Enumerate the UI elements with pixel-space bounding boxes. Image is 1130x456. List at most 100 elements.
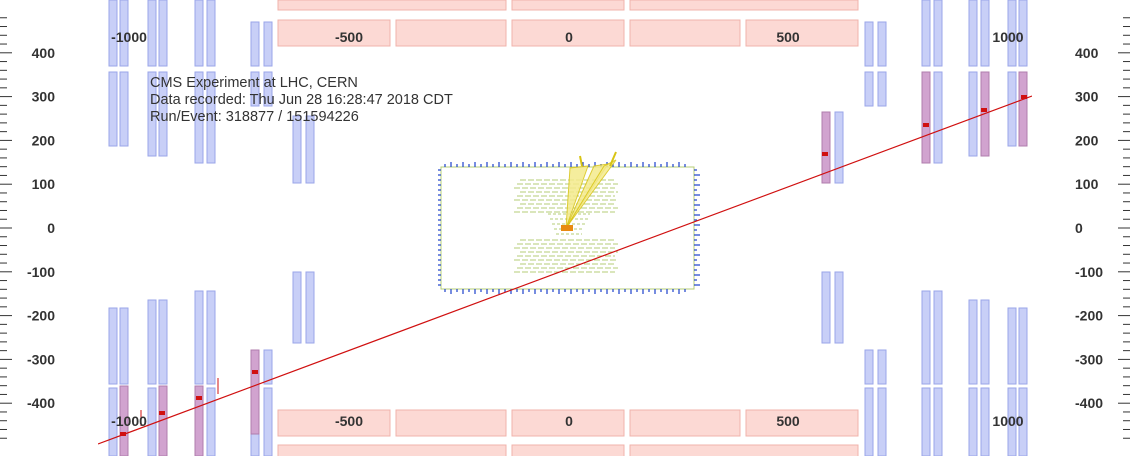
muon-chamber bbox=[305, 115, 315, 184]
muon-chamber bbox=[206, 0, 216, 67]
left-axis-tick-label: -100 bbox=[27, 264, 55, 280]
muon-chamber bbox=[158, 71, 168, 157]
muon-chamber bbox=[1018, 307, 1028, 385]
muon-chamber bbox=[250, 71, 260, 107]
muon-chamber bbox=[305, 271, 315, 344]
event-info: CMS Experiment at LHC, CERN Data recorde… bbox=[150, 75, 453, 126]
muon-chamber-hit bbox=[821, 111, 831, 184]
z-label-top-500: 500 bbox=[776, 29, 800, 45]
muon-chamber bbox=[108, 0, 118, 67]
muon-chamber bbox=[1007, 71, 1017, 147]
z-label-bottom-neg500: -500 bbox=[335, 413, 363, 429]
muon-track bbox=[98, 95, 1032, 445]
z-label-top-neg1000: -1000 bbox=[111, 29, 147, 45]
muon-chamber-hit bbox=[921, 71, 931, 164]
muon-chamber bbox=[877, 349, 887, 385]
muon-chamber bbox=[834, 111, 844, 184]
muon-chamber bbox=[263, 71, 273, 107]
z-label-bottom-500: 500 bbox=[776, 413, 800, 429]
left-axis-tick-label: 200 bbox=[32, 132, 56, 148]
right-axis-tick-label: 100 bbox=[1075, 176, 1099, 192]
muon-chamber bbox=[206, 71, 216, 164]
muon-chamber bbox=[263, 349, 273, 385]
z-label-top-neg500: -500 bbox=[335, 29, 363, 45]
muon-chamber bbox=[933, 71, 943, 164]
muon-chamber bbox=[263, 21, 273, 67]
z-label-bottom-0: 0 bbox=[565, 413, 573, 429]
muon-chamber bbox=[968, 71, 978, 157]
muon-chamber bbox=[834, 271, 844, 344]
muon-chamber bbox=[292, 115, 302, 184]
left-axis-tick-label: -300 bbox=[27, 351, 55, 367]
muon-chamber bbox=[206, 290, 216, 385]
muon-chamber bbox=[147, 71, 157, 157]
right-axis-tick-label: -200 bbox=[1075, 308, 1103, 324]
muon-chamber bbox=[194, 71, 204, 164]
muon-chamber bbox=[147, 0, 157, 67]
muon-chamber bbox=[980, 387, 990, 456]
muon-chamber bbox=[877, 21, 887, 67]
muon-chamber bbox=[147, 299, 157, 385]
muon-chamber-hit bbox=[194, 385, 204, 456]
right-axis-tick-label: 300 bbox=[1075, 89, 1099, 105]
muon-chamber bbox=[119, 71, 129, 147]
muon-chamber bbox=[877, 387, 887, 456]
run-event-label: Run/Event: 318877 / 151594226 bbox=[150, 109, 359, 125]
muon-chamber bbox=[158, 299, 168, 385]
muon-chamber-hit bbox=[119, 385, 129, 456]
muon-chamber-hit bbox=[1018, 71, 1028, 147]
muon-chamber bbox=[933, 387, 943, 456]
muon-chamber bbox=[877, 71, 887, 107]
right-axis-tick-label: 400 bbox=[1075, 45, 1099, 61]
jet-cones bbox=[561, 151, 617, 231]
muon-chamber bbox=[864, 349, 874, 385]
left-axis-tick-label: 100 bbox=[32, 176, 56, 192]
muon-chambers bbox=[108, 0, 1028, 456]
muon-chamber bbox=[1007, 307, 1017, 385]
muon-chamber bbox=[968, 387, 978, 456]
experiment-label: CMS Experiment at LHC, CERN bbox=[150, 75, 358, 91]
left-axis-tick-label: 0 bbox=[47, 220, 55, 236]
left-axis-tick-label: -400 bbox=[27, 395, 55, 411]
muon-chamber bbox=[108, 387, 118, 456]
muon-chamber bbox=[158, 0, 168, 67]
muon-chamber bbox=[147, 387, 157, 456]
muon-chamber bbox=[108, 307, 118, 385]
muon-chamber bbox=[968, 299, 978, 385]
z-label-top-1000: 1000 bbox=[992, 29, 1023, 45]
muon-chamber bbox=[864, 21, 874, 67]
muon-chamber bbox=[980, 299, 990, 385]
muon-chamber bbox=[921, 387, 931, 456]
muon-chamber bbox=[263, 387, 273, 456]
muon-chamber bbox=[292, 271, 302, 344]
right-axis-tick-label: -400 bbox=[1075, 395, 1103, 411]
muon-chamber bbox=[206, 387, 216, 456]
muon-chamber bbox=[1007, 387, 1017, 456]
muon-chamber bbox=[194, 290, 204, 385]
endcap-blocks bbox=[277, 0, 859, 456]
right-axis-tick-label: 200 bbox=[1075, 132, 1099, 148]
muon-chamber bbox=[980, 0, 990, 67]
muon-chamber bbox=[864, 387, 874, 456]
right-axis-tick-label: -300 bbox=[1075, 351, 1103, 367]
muon-chamber bbox=[921, 0, 931, 67]
muon-chamber bbox=[921, 290, 931, 385]
muon-chamber bbox=[933, 290, 943, 385]
muon-chamber bbox=[933, 0, 943, 67]
left-axis-tick-label: -200 bbox=[27, 308, 55, 324]
muon-chamber bbox=[968, 0, 978, 67]
muon-chamber bbox=[194, 0, 204, 67]
right-y-axis: 400 300 200 100 0 -100 -200 -300 -400 bbox=[1075, 17, 1130, 439]
z-label-top-0: 0 bbox=[565, 29, 573, 45]
left-axis-tick-label: 400 bbox=[32, 45, 56, 61]
left-y-axis: 400 300 200 100 0 -100 -200 -300 -400 bbox=[0, 17, 56, 439]
z-label-bottom-neg1000: -1000 bbox=[111, 413, 147, 429]
muon-chamber bbox=[821, 271, 831, 344]
muon-chamber bbox=[119, 0, 129, 67]
muon-chamber bbox=[1007, 0, 1017, 67]
right-axis-tick-label: 0 bbox=[1075, 220, 1083, 236]
muon-chamber bbox=[108, 71, 118, 147]
muon-chamber-hit bbox=[250, 349, 260, 435]
muon-chamber bbox=[250, 21, 260, 67]
